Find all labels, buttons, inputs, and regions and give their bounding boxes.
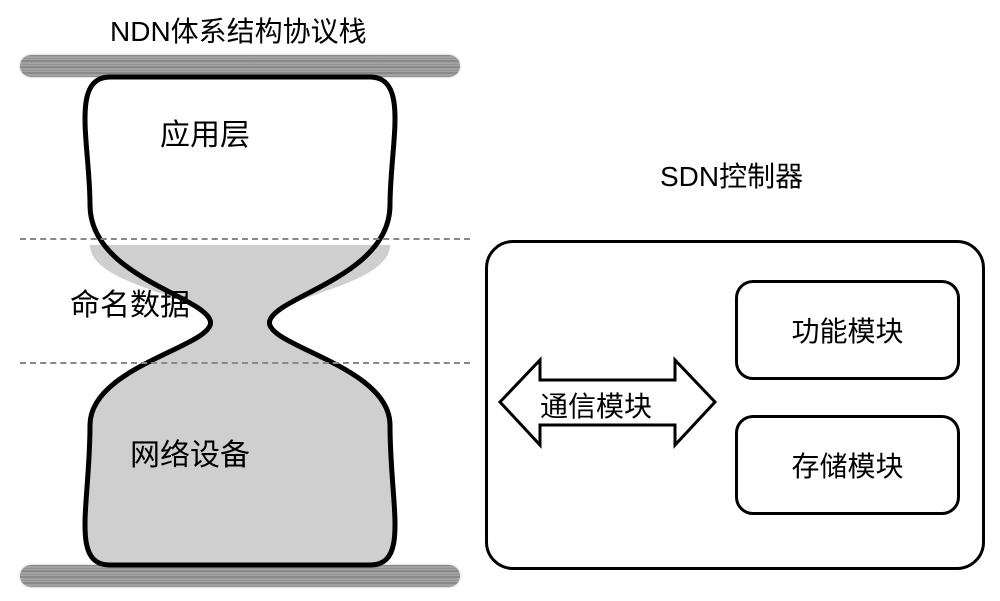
layer-label-application: 应用层 — [160, 110, 250, 154]
layer-label-network-device: 网络设备 — [130, 430, 250, 474]
module-function-label: 功能模块 — [791, 310, 903, 350]
diagram-root: NDN体系结构协议栈 SDN控制器 应用层 命名数据 网络设备 通信模块 功能模… — [0, 0, 1000, 601]
module-function: 功能模块 — [735, 280, 960, 380]
layer-label-named-data: 命名数据 — [70, 280, 190, 324]
title-ndn-stack: NDN体系结构协议栈 — [110, 10, 367, 50]
dashed-divider-upper — [20, 238, 470, 240]
module-storage: 存储模块 — [735, 415, 960, 515]
dashed-divider-lower — [20, 362, 470, 364]
title-sdn-controller: SDN控制器 — [660, 155, 803, 195]
module-storage-label: 存储模块 — [791, 445, 903, 485]
arrow-label-communication-module: 通信模块 — [540, 385, 652, 425]
